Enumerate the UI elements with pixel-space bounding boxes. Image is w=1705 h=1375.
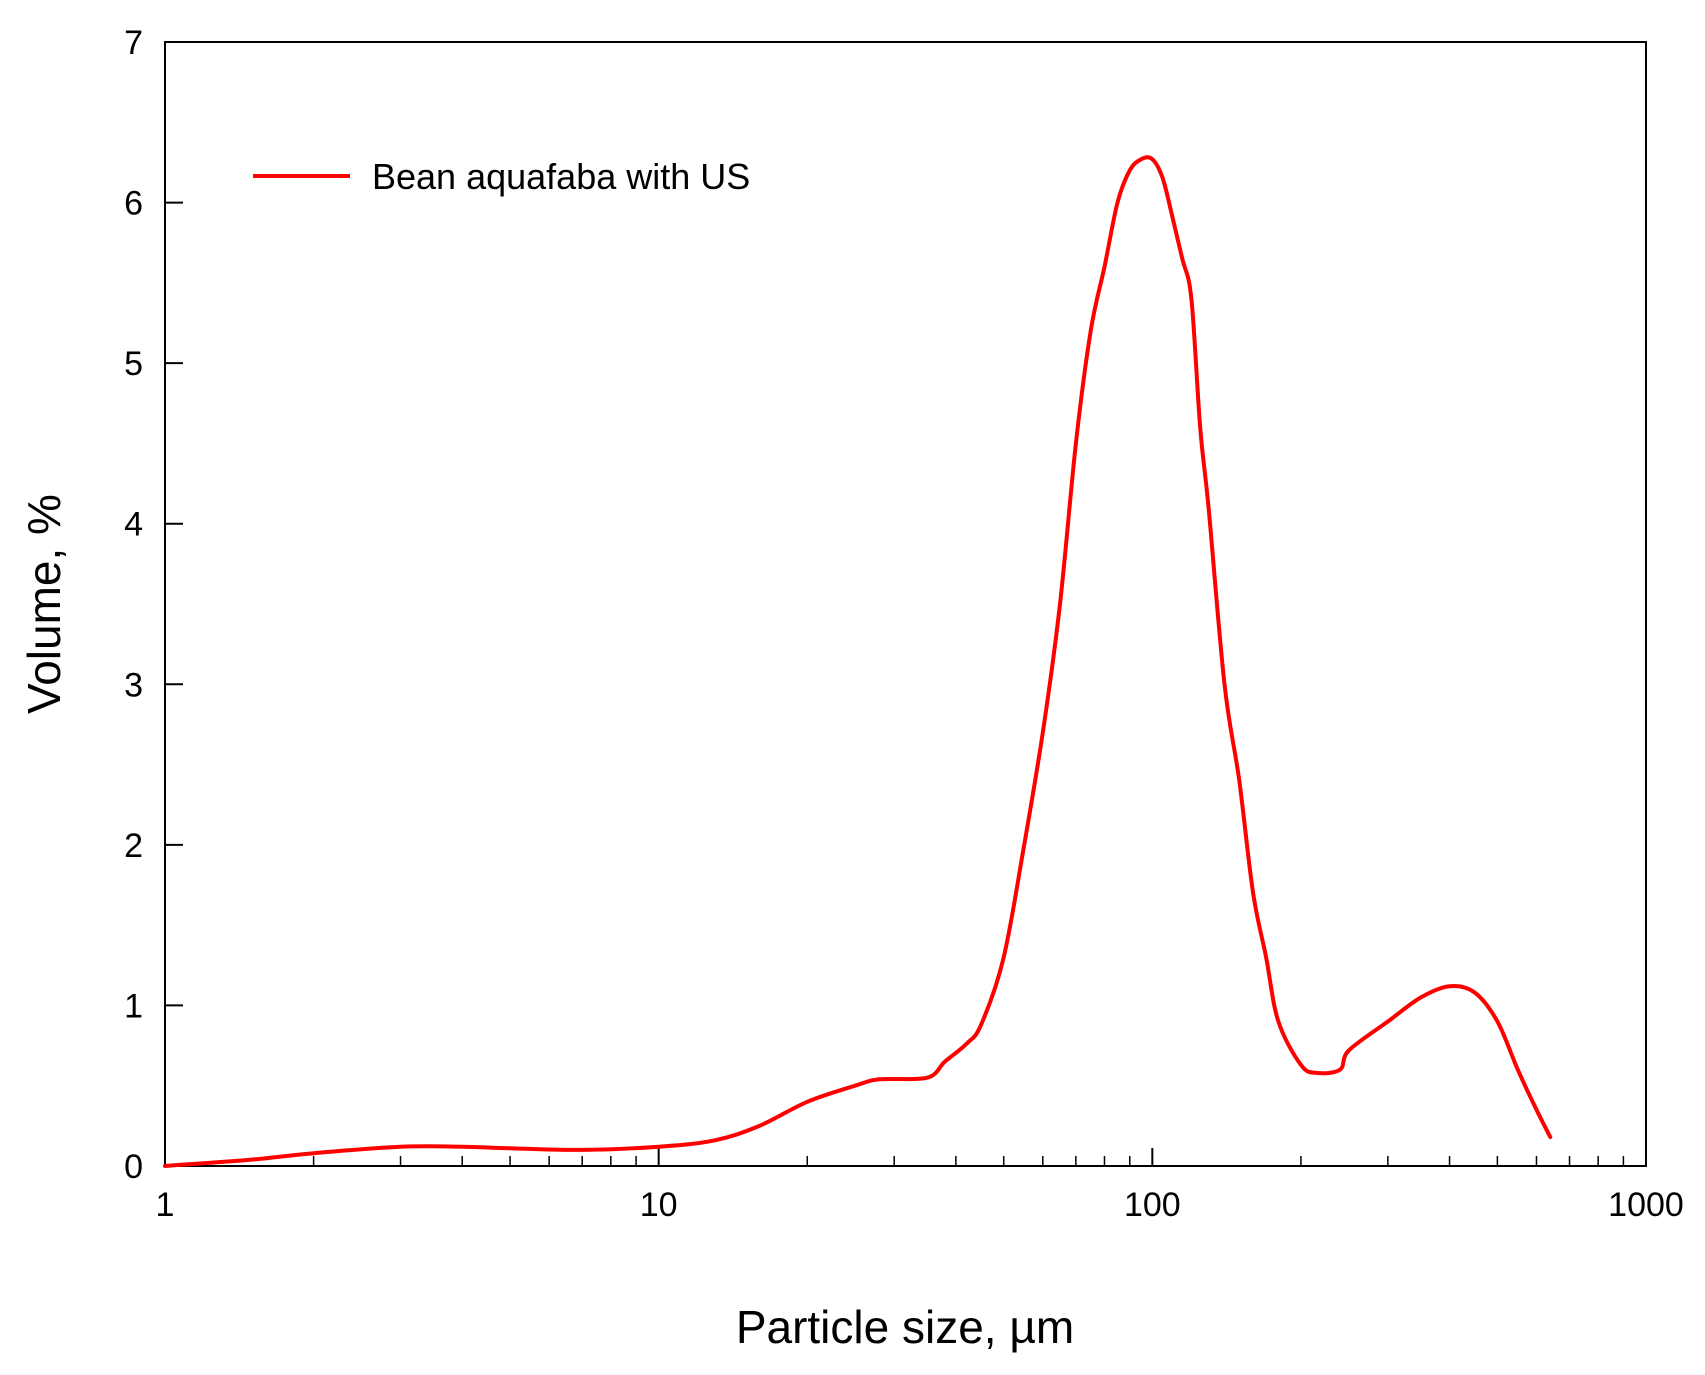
x-tick-label: 1	[156, 1186, 175, 1224]
y-tick-label: 5	[124, 345, 143, 383]
series-line-0	[163, 155, 1553, 1168]
y-tick-label: 6	[124, 185, 143, 223]
y-axis-title: Volume, %	[18, 494, 70, 714]
y-tick-label: 4	[124, 506, 143, 544]
y-axis: 0 1 2 3 4 5 6 7	[124, 24, 183, 1186]
x-tick-label: 1000	[1608, 1186, 1684, 1224]
y-tick-label: 7	[124, 24, 143, 62]
x-tick-label: 100	[1124, 1186, 1181, 1224]
y-tick-label: 2	[124, 827, 143, 865]
x-tick-label: 10	[640, 1186, 678, 1224]
series-layer	[163, 155, 1553, 1168]
plot-frame	[164, 41, 1647, 1167]
y-tick-label: 0	[124, 1148, 143, 1186]
legend: Bean aquafaba with US	[253, 156, 750, 197]
x-axis-title: Particle size, µm	[736, 1301, 1074, 1353]
y-tick-label: 3	[124, 666, 143, 704]
y-tick-label: 1	[124, 987, 143, 1025]
legend-label: Bean aquafaba with US	[372, 156, 750, 197]
x-axis: 1 10 100 1000	[156, 1148, 1684, 1224]
